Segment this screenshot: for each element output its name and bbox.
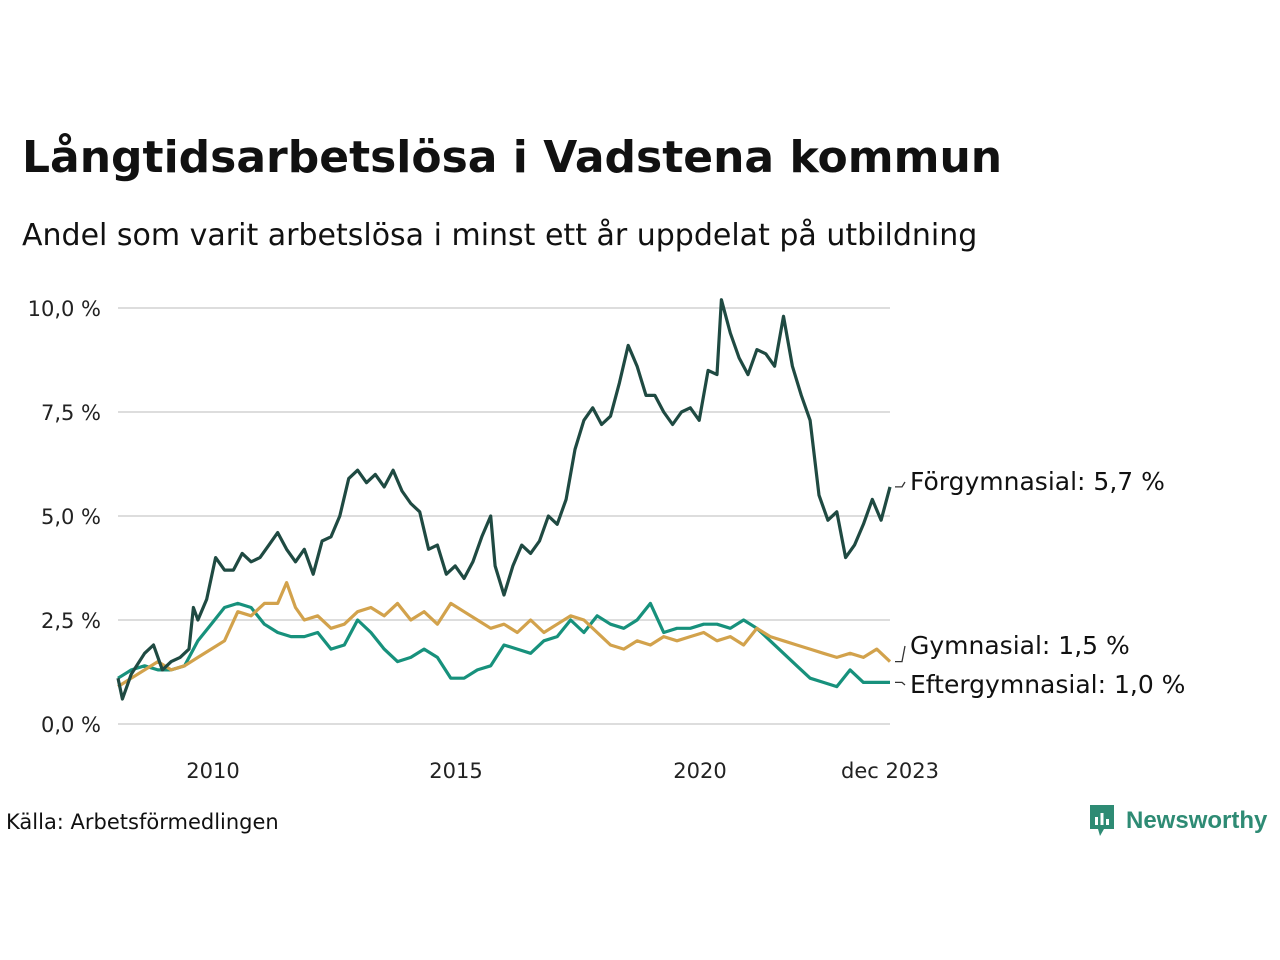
source-note: Källa: Arbetsförmedlingen (6, 810, 279, 834)
end-label-eftergymnasial: Eftergymnasial: 1,0 % (910, 670, 1185, 699)
x-axis: 2010 2015 2020 dec 2023 (186, 759, 939, 783)
newsworthy-logo: Newsworthy (1088, 803, 1267, 839)
y-tick-label: 2,5 % (41, 609, 101, 633)
series-line-eftergymnasial (117, 601, 890, 689)
x-tick-label: 2020 (673, 759, 726, 783)
gridlines (118, 307, 890, 725)
end-label-förgymnasial: Förgymnasial: 5,7 % (910, 467, 1165, 496)
chart-subtitle: Andel som varit arbetslösa i minst ett å… (22, 218, 978, 253)
y-tick-label: 10,0 % (28, 297, 101, 321)
series-lines (116, 298, 892, 701)
end-label-gymnasial: Gymnasial: 1,5 % (910, 631, 1130, 660)
x-tick-label: 2015 (429, 759, 482, 783)
newsworthy-logo-text: Newsworthy (1126, 807, 1268, 834)
end-label-connector (895, 681, 906, 686)
end-label-connector (895, 645, 906, 663)
y-axis: 0,0 % 2,5 % 5,0 % 7,5 % 10,0 % (28, 297, 101, 737)
newsworthy-logo-icon (1090, 805, 1114, 836)
x-tick-label: dec 2023 (841, 759, 939, 783)
y-tick-label: 0,0 % (41, 713, 101, 737)
x-tick-label: 2010 (186, 759, 239, 783)
series-line-gymnasial (117, 581, 892, 688)
series-line-förgymnasial (116, 298, 892, 701)
chart-title: Långtidsarbetslösa i Vadstena kommun (22, 132, 1003, 183)
y-tick-label: 5,0 % (41, 505, 101, 529)
y-tick-label: 7,5 % (41, 401, 101, 425)
series-end-labels: Förgymnasial: 5,7 % Gymnasial: 1,5 % Efter… (895, 467, 1185, 699)
end-label-connector (895, 481, 906, 488)
